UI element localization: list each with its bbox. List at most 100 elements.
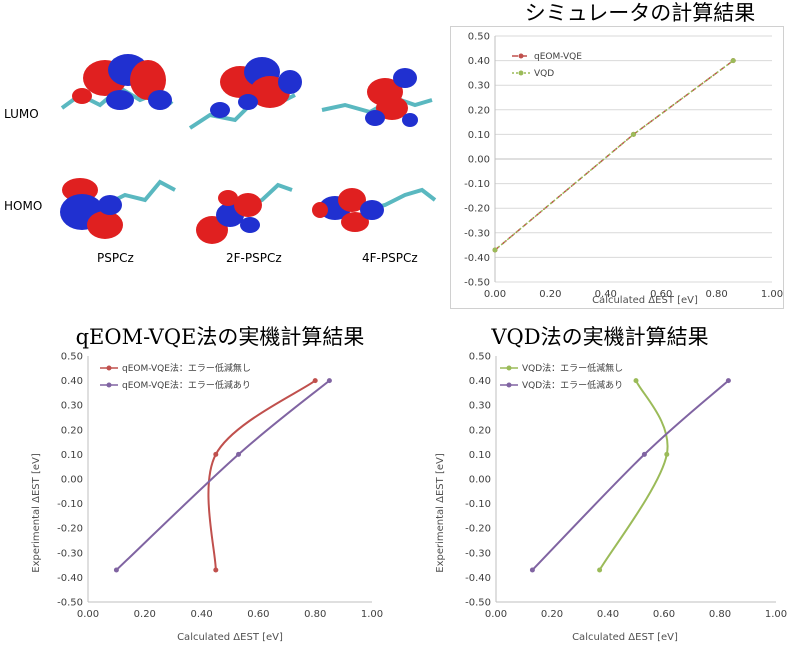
vqd-chart-ylabel: Experimental ΔEST [eV] <box>435 453 446 573</box>
vqd-chart-series-2-line <box>531 379 730 571</box>
simulator-chart-title: シミュレータの計算結果 <box>525 1 756 25</box>
qeom-vqe-chart-xlabel: Calculated ΔEST [eV] <box>177 632 283 643</box>
simulator-chart-x-tick-label: 0.80 <box>705 289 727 300</box>
vqd-chart-legend-label-1: VQD法：エラー低減無し <box>522 362 623 374</box>
simulator-chart-y-tick-label: 0.30 <box>468 81 490 92</box>
simulator-chart-y-tick-label: -0.30 <box>464 228 490 239</box>
vqd-chart-y-tick-label: 0.30 <box>469 401 491 412</box>
homo-2f-pspcz-image <box>196 182 293 244</box>
qeom-vqe-chart-y-tick-label: -0.40 <box>57 573 83 584</box>
qeom-vqe-chart-y-tick-label: 0.40 <box>61 376 83 387</box>
qeom-vqe-chart-y-tick-label: -0.20 <box>57 524 83 535</box>
vqd-chart-y-tick-label: 0.00 <box>469 475 491 486</box>
qeom-vqe-chart: qEOM-VQE法の実機計算結果 Calculated ΔEST [eV] Ex… <box>0 318 395 646</box>
qeom-vqe-chart-x-tick-label: 1.00 <box>361 609 383 620</box>
vqd-chart-y-tick-label: -0.50 <box>465 598 491 609</box>
qeom-vqe-chart-x-tick-label: 0.40 <box>190 609 212 620</box>
vqd-chart-x-tick-label: 0.60 <box>653 609 675 620</box>
vqd-chart-legend-marker-2 <box>506 382 512 388</box>
vqd-chart-series-1-point <box>664 451 670 457</box>
qeom-vqe-chart-ylabel: Experimental ΔEST [eV] <box>31 453 42 573</box>
vqd-chart-y-tick-label: 0.20 <box>469 425 491 436</box>
simulator-chart-series-2-point <box>730 58 736 64</box>
simulator-chart-y-tick-label: -0.40 <box>464 253 490 264</box>
vqd-chart-y-tick-label: 0.10 <box>469 450 491 461</box>
lumo-2f-pspcz-image <box>188 57 302 130</box>
vqd-chart-y-tick-label: -0.20 <box>465 524 491 535</box>
orbital-svg: LUMO HOMO <box>4 54 437 265</box>
simulator-chart-series-2-point <box>631 131 636 137</box>
simulator-chart-x-tick-label: 0.60 <box>650 289 672 300</box>
vqd-chart-y-tick-label: -0.10 <box>465 499 491 510</box>
vqd-chart-series-1-line <box>598 380 669 571</box>
vqd-chart-series-2-point <box>641 451 647 457</box>
simulator-chart-y-tick-label: 0.20 <box>468 105 490 116</box>
qeom-vqe-chart-title: qEOM-VQE法の実機計算結果 <box>76 325 365 349</box>
molecule-label-4f-pspcz: 4F-PSPCz <box>362 251 418 265</box>
qeom-vqe-chart-legend-marker-1 <box>106 365 112 371</box>
vqd-chart-series-1-point <box>597 567 603 573</box>
qeom-vqe-chart-y-tick-label: 0.30 <box>61 401 83 412</box>
simulator-chart-y-tick-label: -0.50 <box>464 278 490 289</box>
qeom-vqe-chart-x-tick-label: 0.80 <box>304 609 326 620</box>
qeom-vqe-chart-series-2-point <box>236 451 242 457</box>
simulator-chart-legend-label-2: VQD <box>534 69 554 79</box>
molecule-label-pspcz: PSPCz <box>97 251 134 265</box>
vqd-chart-svg: VQD法の実機計算結果 Calculated ΔEST [eV] Experim… <box>435 325 787 643</box>
qeom-vqe-chart-series-1-point <box>213 451 219 457</box>
vqd-chart-series-1-point <box>633 378 639 384</box>
simulator-chart-xlabel: Calculated ΔEST [eV] <box>592 295 698 306</box>
qeom-vqe-chart-x-tick-label: 0.60 <box>247 609 269 620</box>
qeom-vqe-chart-legend-label-2: qEOM-VQE法：エラー低減あり <box>122 379 251 391</box>
qeom-vqe-chart-series-1-point <box>312 378 318 384</box>
simulator-chart-x-tick-label: 0.00 <box>484 289 506 300</box>
molecule-label-2f-pspcz: 2F-PSPCz <box>226 251 282 265</box>
simulator-chart-legend-label-1: qEOM-VQE <box>534 52 582 62</box>
vqd-chart-x-tick-label: 1.00 <box>765 609 787 620</box>
vqd-chart-series-2-point <box>529 567 535 573</box>
qeom-vqe-chart-series-1-line <box>207 379 316 571</box>
vqd-chart-x-tick-label: 0.80 <box>709 609 731 620</box>
qeom-vqe-chart-y-tick-label: -0.50 <box>57 598 83 609</box>
simulator-chart-y-tick-label: 0.00 <box>468 155 490 166</box>
qeom-vqe-chart-x-tick-label: 0.00 <box>77 609 99 620</box>
simulator-chart-y-tick-label: 0.10 <box>468 130 490 141</box>
vqd-chart-xlabel: Calculated ΔEST [eV] <box>572 632 678 643</box>
vqd-chart-y-tick-label: -0.40 <box>465 573 491 584</box>
qeom-vqe-chart-series-2-point <box>326 378 332 384</box>
qeom-vqe-chart-legend-label-1: qEOM-VQE法：エラー低減無し <box>122 362 251 374</box>
simulator-chart-series-1-line <box>494 59 734 251</box>
simulator-chart-series-2-point <box>492 247 498 253</box>
vqd-chart: VQD法の実機計算結果 Calculated ΔEST [eV] Experim… <box>400 318 789 646</box>
qeom-vqe-chart-y-tick-label: 0.10 <box>61 450 83 461</box>
qeom-vqe-chart-y-tick-label: 0.00 <box>61 475 83 486</box>
qeom-vqe-chart-y-tick-label: -0.30 <box>57 548 83 559</box>
vqd-chart-y-tick-label: -0.30 <box>465 548 491 559</box>
simulator-chart-legend-marker-2 <box>518 70 524 76</box>
row-label-homo: HOMO <box>4 199 42 213</box>
simulator-chart-frame <box>450 26 784 309</box>
lumo-4f-pspcz-image <box>321 68 433 127</box>
vqd-chart-x-tick-label: 0.40 <box>597 609 619 620</box>
simulator-chart-x-tick-label: 1.00 <box>761 289 783 300</box>
simulator-chart-legend-marker-1 <box>518 53 524 59</box>
orbital-figure: LUMO HOMO <box>0 0 440 300</box>
qeom-vqe-chart-x-tick-label: 0.20 <box>134 609 156 620</box>
simulator-chart-x-tick-label: 0.40 <box>595 289 617 300</box>
homo-4f-pspcz-image <box>312 187 437 232</box>
qeom-vqe-chart-y-tick-label: 0.20 <box>61 425 83 436</box>
simulator-chart-y-tick-label: -0.10 <box>464 179 490 190</box>
simulator-chart-x-tick-label: 0.20 <box>539 289 561 300</box>
vqd-chart-series-2-point <box>725 378 731 384</box>
vqd-chart-legend-marker-1 <box>506 365 512 371</box>
row-label-lumo: LUMO <box>4 107 39 121</box>
qeom-vqe-chart-series-2-line <box>115 379 331 571</box>
simulator-chart-y-tick-label: 0.40 <box>468 56 490 67</box>
qeom-vqe-chart-legend-marker-2 <box>106 382 112 388</box>
simulator-chart-y-tick-label: 0.50 <box>468 32 490 43</box>
vqd-chart-title: VQD法の実機計算結果 <box>490 325 708 349</box>
qeom-vqe-chart-svg: qEOM-VQE法の実機計算結果 Calculated ΔEST [eV] Ex… <box>31 325 383 643</box>
vqd-chart-y-tick-label: 0.50 <box>469 352 491 363</box>
homo-pspcz-image <box>60 178 176 239</box>
qeom-vqe-chart-series-1-point <box>213 567 219 573</box>
